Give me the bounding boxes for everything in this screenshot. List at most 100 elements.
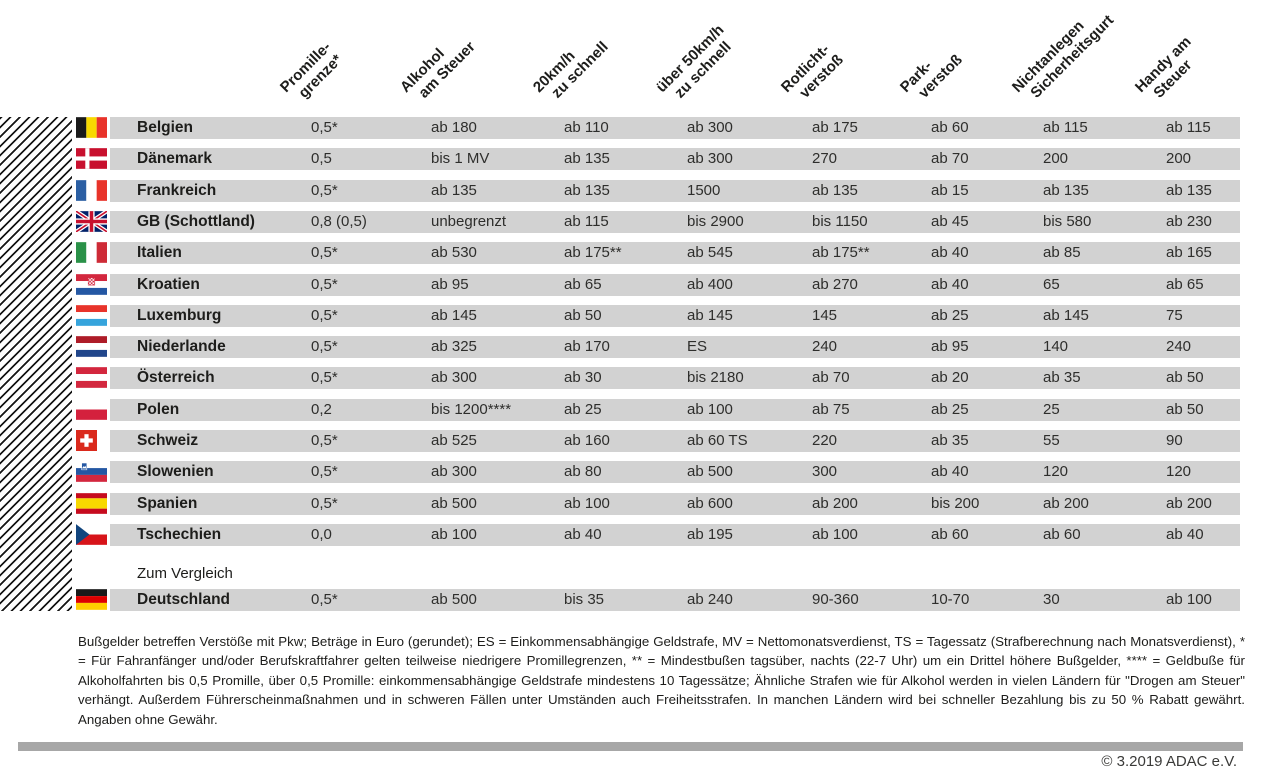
fine-value: ab 85 [1043, 244, 1081, 261]
comparison-label: Zum Vergleich [137, 565, 233, 582]
flag-icon-lu [76, 305, 107, 326]
fine-value: ab 135 [564, 182, 610, 199]
fine-value: ab 240 [687, 591, 733, 608]
fine-value: ab 40 [1166, 526, 1204, 543]
fine-value: ab 95 [931, 338, 969, 355]
fine-value: ab 100 [812, 526, 858, 543]
table-row: Frankreich 0,5* ab 135 ab 135 1500 ab 135 ab 1… [0, 180, 1280, 202]
row-band [110, 524, 1240, 546]
fine-value: ab 60 [931, 119, 969, 136]
fine-value: ab 100 [687, 401, 733, 418]
fine-value: ab 300 [431, 369, 477, 386]
country-label: Luxemburg [137, 307, 222, 324]
fine-value: 0,5* [311, 244, 338, 261]
fine-value: bis 1 MV [431, 150, 490, 167]
fine-value: ab 45 [931, 213, 969, 230]
column-header: Alkohol am Steuer [397, 26, 479, 108]
fine-value: ab 135 [431, 182, 477, 199]
fine-value: ab 115 [1043, 119, 1088, 136]
flag-icon-gb [76, 211, 107, 232]
fine-value: ab 160 [564, 432, 610, 449]
flag-icon-si [76, 461, 107, 482]
table-row: Belgien 0,5* ab 180 ab 110 ab 300 ab 175 ab 60… [0, 117, 1280, 139]
fine-value: bis 1150 [812, 213, 868, 230]
fine-value: 65 [1043, 276, 1060, 293]
fine-value: ab 500 [687, 463, 733, 480]
fine-value: ab 115 [1166, 119, 1211, 136]
table-row: Kroatien 0,5* ab 95 ab 65 ab 400 ab 270 ab 40 6… [0, 274, 1280, 296]
fine-value: 120 [1043, 463, 1069, 480]
country-label: Italien [137, 244, 182, 261]
fine-value: 0,5* [311, 495, 338, 512]
footer-bar [18, 742, 1243, 751]
table-row: GB (Schottland) 0,8 (0,5) unbegrenzt ab 115… [0, 211, 1280, 233]
column-headers: Promille-grenze* Alkohol am Steuer 20km/h zu… [0, 0, 1280, 115]
country-label: Niederlande [137, 338, 226, 355]
fine-value: ab 530 [431, 244, 477, 261]
fine-value: ab 135 [564, 150, 610, 167]
fine-value: ab 195 [687, 526, 733, 543]
row-band [110, 493, 1240, 515]
table-row: Slowenien 0,5* ab 300 ab 80 ab 500 300 ab 40 12… [0, 461, 1280, 483]
fine-value: ab 15 [931, 182, 969, 199]
flag-icon-hr [76, 274, 107, 295]
row-band [110, 242, 1240, 264]
fine-value: 0,5* [311, 119, 338, 136]
fine-value: 90-360 [812, 591, 859, 608]
flag-icon-dk [76, 148, 107, 169]
country-label: Polen [137, 401, 180, 418]
row-band [110, 305, 1240, 327]
column-header: Nichtanlegen Sicherheitsgurt [1009, 0, 1117, 108]
fine-value: ab 60 TS [687, 432, 748, 449]
country-label: GB (Schottland) [137, 213, 255, 230]
fine-value: ab 50 [564, 307, 602, 324]
table-row: Deutschland 0,5* ab 500 bis 35 ab 240 90-360 1… [0, 589, 1280, 611]
fine-value: ab 35 [931, 432, 969, 449]
table-row: Dänemark 0,5 bis 1 MV ab 135 ab 300 270 ab 70 2… [0, 148, 1280, 170]
fine-value: ab 80 [564, 463, 602, 480]
fine-value: 0,5* [311, 463, 338, 480]
fine-value: ab 135 [1043, 182, 1089, 199]
column-header: Rotlicht-verstoß [778, 39, 847, 108]
flag-icon-it [76, 242, 107, 263]
fine-value: ab 40 [931, 244, 969, 261]
fine-value: ab 100 [431, 526, 477, 543]
fine-value: ab 200 [812, 495, 858, 512]
fine-value: ab 20 [931, 369, 969, 386]
row-band [110, 274, 1240, 296]
fine-value: ab 200 [1166, 495, 1212, 512]
fine-value: ab 170 [564, 338, 610, 355]
fine-value: 220 [812, 432, 838, 449]
fine-value: ab 230 [1166, 213, 1212, 230]
fine-value: ab 95 [431, 276, 469, 293]
country-label: Kroatien [137, 276, 200, 293]
fine-value: ab 175 [812, 119, 858, 136]
table-row: Niederlande 0,5* ab 325 ab 170 ES 240 ab 95 140… [0, 336, 1280, 358]
fine-value: ab 135 [812, 182, 858, 199]
fine-value: ab 300 [431, 463, 477, 480]
flag-icon-be [76, 117, 107, 138]
country-label: Österreich [137, 369, 215, 386]
fine-value: ab 600 [687, 495, 733, 512]
fine-value: 240 [1166, 338, 1192, 355]
table-row: Luxemburg 0,5* ab 145 ab 50 ab 145 145 ab 25 ab… [0, 305, 1280, 327]
row-band [110, 148, 1240, 170]
fine-value: ab 50 [1166, 369, 1204, 386]
fine-value: ab 25 [564, 401, 602, 418]
fine-value: 0,5* [311, 307, 338, 324]
row-band [110, 211, 1240, 233]
fine-value: bis 200 [931, 495, 980, 512]
fine-value: ab 545 [687, 244, 733, 261]
fine-value: ab 100 [1166, 591, 1212, 608]
fine-value: 75 [1166, 307, 1183, 324]
column-header: 20km/h zu schnell [530, 26, 612, 108]
country-label: Slowenien [137, 463, 214, 480]
fine-value: ab 75 [812, 401, 850, 418]
column-header: Promille-grenze* [277, 39, 346, 108]
fine-value: ab 60 [931, 526, 969, 543]
fine-value: 55 [1043, 432, 1060, 449]
fine-value: ab 40 [931, 463, 969, 480]
fine-value: 240 [812, 338, 838, 355]
fine-value: 120 [1166, 463, 1192, 480]
